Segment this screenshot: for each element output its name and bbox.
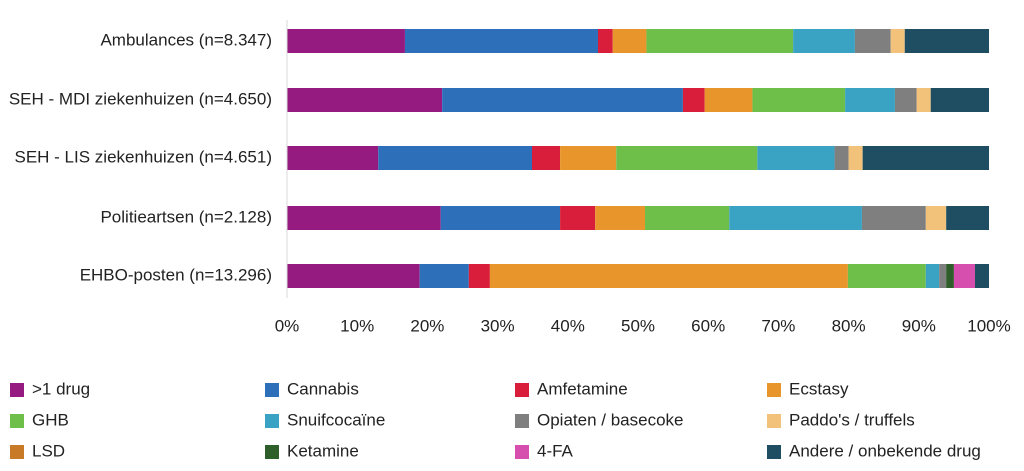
legend-label: Andere / onbekende drug [789,441,981,460]
legend-label: Opiaten / basecoke [537,410,683,429]
y-tick-label: SEH - MDI ziekenhuizen (n=4.650) [9,89,272,108]
bar-segment [729,206,862,230]
bar-segment [378,146,532,170]
bar-segment [287,264,420,288]
legend-label: GHB [32,410,69,429]
bar-segment [287,29,405,53]
x-tick-label: 50% [621,316,655,335]
bar-segment [287,146,379,170]
legend-label: Cannabis [287,379,359,398]
bar-segment [682,88,705,112]
bar-segment [845,88,895,112]
x-tick-label: 10% [340,316,374,335]
bar-segment [560,206,596,230]
bar-segment [953,264,975,288]
legend-label: LSD [32,441,65,460]
bar-segment [704,88,753,112]
bar-segment [861,206,926,230]
bar-segment [974,264,989,288]
x-tick-label: 70% [761,316,795,335]
legend-label: Ketamine [287,441,359,460]
bar-segment [890,29,905,53]
legend-swatch [10,445,24,459]
bar-segment [848,146,863,170]
legend-swatch [767,445,781,459]
bar-segment [946,206,989,230]
bar-segment [287,206,441,230]
bar-segment [946,264,954,288]
bar-segment [612,29,647,53]
legend-label: Paddo's / truffels [789,410,915,429]
legend-label: Ecstasy [789,379,849,398]
bar-segment [531,146,561,170]
bar-segment [854,29,891,53]
bar-segment [904,29,989,53]
legend-label: Amfetamine [537,379,628,398]
x-tick-label: 30% [481,316,515,335]
bar-segment [862,146,989,170]
legend-swatch [767,414,781,428]
bar-segment [894,88,917,112]
legend-label: Snuifcocaïne [287,410,385,429]
x-tick-label: 100% [967,316,1010,335]
legend-label: >1 drug [32,379,90,398]
x-tick-label: 40% [551,316,585,335]
x-tick-label: 60% [691,316,725,335]
legend-label: 4-FA [537,441,574,460]
bar-segment [645,206,730,230]
y-tick-label: Ambulances (n=8.347) [100,30,272,49]
bar-segment [925,206,947,230]
x-tick-label: 80% [832,316,866,335]
bar-segment [597,29,613,53]
y-tick-label: Politieartsen (n=2.128) [100,207,272,226]
legend-swatch [10,383,24,397]
y-tick-label: SEH - LIS ziekenhuizen (n=4.651) [14,147,272,166]
legend-swatch [265,445,279,459]
x-tick-label: 20% [410,316,444,335]
bar-segment [468,264,490,288]
bar-segment [616,146,758,170]
bar-segment [646,29,794,53]
bar-segment [939,264,947,288]
legend-swatch [515,445,529,459]
bar-segment [442,88,683,112]
bar-segment [489,264,848,288]
x-tick-label: 0% [275,316,300,335]
legend-swatch [265,414,279,428]
legend-swatch [767,383,781,397]
bar-segment [847,264,926,288]
bar-segment [834,146,849,170]
bar-segment [440,206,561,230]
legend-swatch [10,414,24,428]
bar-segment [419,264,469,288]
legend-swatch [515,383,529,397]
bar-segment [793,29,855,53]
y-tick-label: EHBO-posten (n=13.296) [80,265,272,284]
legend-swatch [265,383,279,397]
x-tick-label: 90% [902,316,936,335]
bar-segment [287,88,443,112]
bar-segment [930,88,989,112]
bar-segment [595,206,646,230]
legend-swatch [515,414,529,428]
bar-segment [560,146,617,170]
bar-segment [404,29,598,53]
bar-segment [916,88,931,112]
bar-segment [752,88,846,112]
bar-segment [925,264,940,288]
bar-segment [757,146,835,170]
